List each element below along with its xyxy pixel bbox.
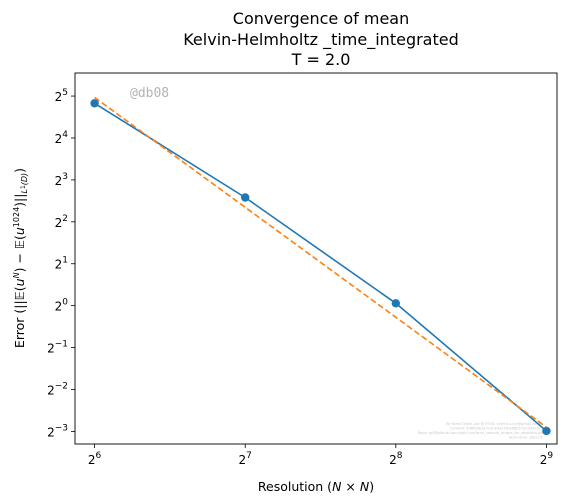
fineprint-line: By Kjetil Olsen Lye @ ETHZ <kjetil.o.lye…	[446, 422, 543, 426]
fineprint-line: Commit: 4d6f99b3e7c20e4a1f3be68b57d2d94c…	[450, 427, 543, 431]
y-tick-label: 20	[55, 298, 69, 314]
error-line	[94, 102, 547, 432]
y-axis-ticks: 25 24 23 22 21 20 2−1 2−2 2−3	[47, 88, 75, 439]
x-tick-label: 28	[389, 451, 403, 467]
error-point	[542, 426, 551, 436]
fit-line-dashed	[94, 96, 547, 428]
y-tick-label: 22	[55, 214, 68, 230]
x-tick-label: 27	[239, 451, 252, 467]
error-point	[90, 99, 99, 108]
series-layer	[90, 96, 551, 436]
chart-title-line-2: Kelvin-Helmholtz _time_integrated	[183, 30, 459, 50]
y-tick-label: 2−2	[47, 382, 68, 398]
x-axis-ticks: 26 27 28 29	[88, 444, 554, 467]
y-tick-label: 2−1	[47, 340, 68, 356]
fineprint-line: Hostname: ethz-01	[509, 436, 543, 440]
error-point	[391, 299, 401, 308]
chart-title-time: T = 2.0	[291, 50, 351, 69]
y-tick-label: 23	[55, 172, 68, 188]
x-tick-label: 26	[88, 451, 102, 467]
y-tick-label: 25	[55, 88, 68, 104]
y-tick-label: 24	[55, 130, 69, 146]
y-tick-label: 2−3	[47, 423, 68, 439]
chart-title-line-1: Convergence of mean	[233, 9, 409, 28]
y-tick-label: 21	[55, 256, 68, 272]
fineprint-line: Repo: git@github.com:kjetil-lye/ismo_sam…	[418, 431, 544, 435]
x-axis-label: Resolution (N × N)	[258, 479, 374, 494]
fineprint: By Kjetil Olsen Lye @ ETHZ <kjetil.o.lye…	[418, 422, 544, 440]
watermark-text: @db08	[130, 86, 169, 101]
error-point	[241, 193, 250, 202]
x-tick-label: 29	[540, 451, 554, 467]
y-axis-label: Error (||𝔼(uN) − 𝔼(u1024)||L1(D))	[12, 168, 29, 348]
